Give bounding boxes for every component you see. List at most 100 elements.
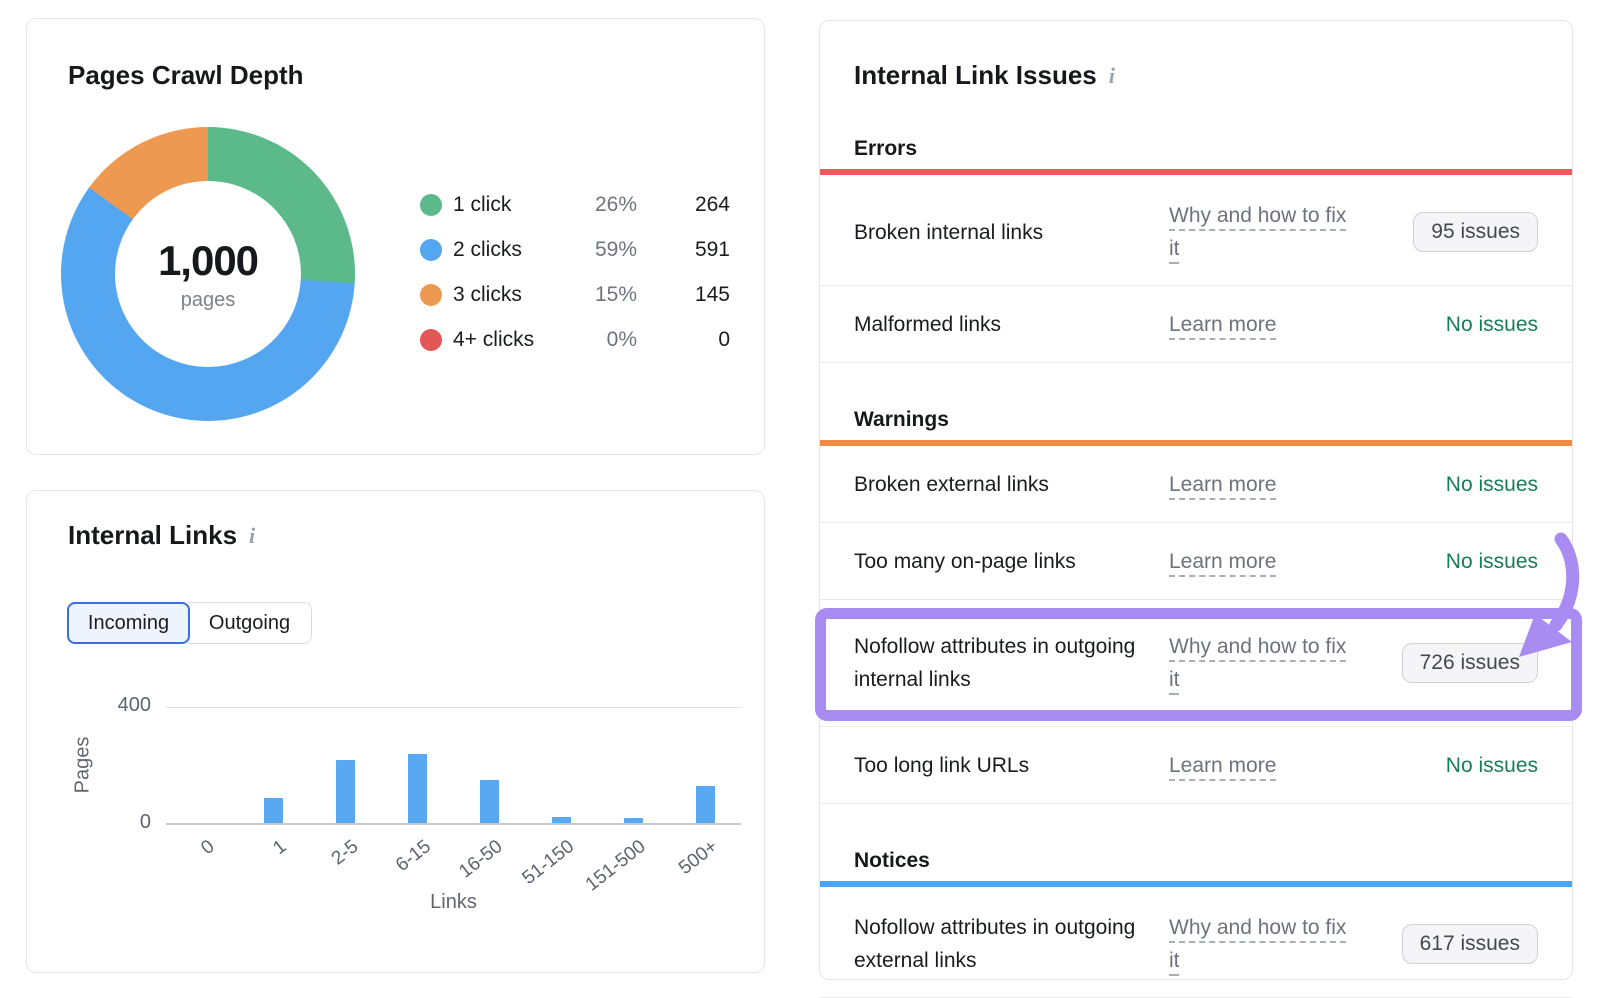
x-tick-500+: 500+ — [675, 836, 722, 879]
crawl-depth-donut-chart: 1,000 pages — [61, 127, 355, 421]
legend-percent: 26% — [594, 192, 637, 216]
bar-slot — [525, 707, 597, 824]
x-tick-151-500: 151-500 — [582, 836, 651, 896]
bar-16-50[interactable] — [479, 780, 499, 824]
legend-percent: 15% — [594, 282, 637, 306]
bar-slot — [238, 707, 310, 824]
tab-incoming[interactable]: Incoming — [67, 602, 190, 644]
issue-label: Malformed links — [854, 313, 1002, 336]
issue-label: Nofollow attributes in outgoing external… — [854, 916, 1136, 972]
legend-count: 264 — [694, 192, 730, 216]
bar-51-150[interactable] — [551, 817, 571, 824]
section-color-bar — [820, 169, 1572, 175]
donut-total-value: 1,000 — [157, 236, 259, 284]
why-and-how-to-fix-it-link[interactable]: Why and how to fix it — [1169, 635, 1347, 691]
why-and-how-to-fix-it-link[interactable]: Why and how to fix it — [1169, 204, 1347, 260]
issues-count-button[interactable]: 726 issues — [1401, 643, 1538, 683]
info-icon[interactable]: i — [1108, 63, 1115, 88]
legend-percent: 59% — [594, 237, 637, 261]
donut-total-label: pages — [180, 288, 236, 311]
internal-link-issues-card: Internal Link Issues i Errors Broken inte… — [815, 20, 1582, 998]
section-color-bar — [820, 440, 1572, 446]
bar-500+[interactable] — [695, 786, 715, 824]
legend-label: 3 clicks — [453, 282, 522, 306]
legend-color-dot — [420, 238, 442, 261]
bar-slot — [454, 707, 526, 824]
issues-rows: Errors Broken internal links Why and how… — [815, 137, 1582, 998]
x-axis-line — [166, 823, 741, 825]
legend-item: 2 clicks 59% 591 — [420, 227, 730, 272]
issue-label: Broken internal links — [854, 220, 1044, 244]
why-and-how-to-fix-it-link[interactable]: Why and how to fix it — [1169, 916, 1347, 972]
legend-percent: 0% — [606, 327, 637, 351]
legend-count: 145 — [694, 282, 730, 306]
status-no-issues: No issues — [1445, 472, 1538, 496]
internal-links-card: Internal Links i Incoming Outgoing 400 0 … — [26, 490, 765, 973]
x-tick-1: 1 — [269, 836, 291, 860]
section-color-bar — [820, 881, 1572, 887]
issue-label: Nofollow attributes in outgoing internal… — [854, 635, 1136, 691]
bar-6-15[interactable] — [408, 754, 428, 824]
status-no-issues: No issues — [1445, 312, 1538, 336]
legend-count: 591 — [694, 237, 730, 261]
y-axis-tick-0: 0 — [139, 811, 151, 833]
bar-slot — [310, 707, 382, 824]
legend-item: 3 clicks 15% 145 — [420, 272, 730, 317]
bar-slot — [382, 707, 454, 824]
learn-more-link[interactable]: Learn more — [1169, 473, 1277, 496]
tab-outgoing[interactable]: Outgoing — [188, 602, 312, 644]
y-axis-tick-400: 400 — [117, 694, 151, 716]
issue-row: Broken external links Learn more No issu… — [820, 446, 1572, 523]
card-title: Internal Link Issues — [854, 60, 1097, 90]
bars-container — [166, 707, 741, 824]
issues-count-button[interactable]: 95 issues — [1413, 212, 1538, 252]
x-tick-51-150: 51-150 — [518, 836, 579, 889]
x-axis-label: Links — [430, 891, 477, 913]
issue-row: Too many on-page links Learn more No iss… — [820, 523, 1572, 600]
x-tick-16-50: 16-50 — [455, 836, 507, 883]
section-header: Errors — [854, 137, 918, 160]
section-header: Warnings — [854, 408, 949, 431]
status-no-issues: No issues — [1445, 753, 1538, 777]
incoming-links-bar-chart — [166, 707, 741, 825]
bar-1[interactable] — [264, 798, 284, 824]
bar-151-500[interactable] — [623, 818, 643, 824]
y-axis-label: Pages — [71, 736, 94, 794]
legend-color-dot — [420, 283, 442, 306]
issue-row: Broken internal links Why and how to fix… — [820, 175, 1572, 286]
card-title: Internal Links — [68, 520, 238, 550]
x-tick-6-15: 6-15 — [391, 836, 435, 876]
bar-slot — [166, 707, 238, 824]
issue-label: Broken external links — [854, 473, 1049, 496]
bar-slot — [669, 707, 741, 824]
legend-label: 1 click — [453, 192, 512, 216]
learn-more-link[interactable]: Learn more — [1169, 754, 1277, 777]
incoming-outgoing-toggle: Incoming Outgoing — [67, 602, 312, 644]
issue-row: Nofollow attributes in outgoing internal… — [815, 532, 1582, 727]
status-no-issues: No issues — [1445, 549, 1538, 573]
section-header: Notices — [854, 849, 930, 872]
gridline-400 — [166, 707, 741, 708]
learn-more-link[interactable]: Learn more — [1169, 550, 1277, 573]
legend-color-dot — [420, 193, 442, 216]
legend: 1 click 26% 264 2 clicks 59% 591 3 click… — [420, 182, 730, 362]
card-title: Pages Crawl Depth — [68, 60, 304, 90]
issue-label: Too many on-page links — [854, 550, 1076, 573]
issue-row: Too long link URLs Learn more No issues — [820, 727, 1572, 804]
issue-row: Malformed links Learn more No issues — [820, 286, 1572, 363]
legend-item: 1 click 26% 264 — [420, 182, 730, 227]
legend-item: 4+ clicks 0% 0 — [420, 317, 730, 362]
bar-2-5[interactable] — [336, 760, 356, 824]
donut-center: 1,000 pages — [115, 181, 301, 367]
info-icon[interactable]: i — [249, 523, 256, 548]
pages-crawl-depth-card: Pages Crawl Depth 1,000 pages 1 click 26… — [26, 18, 765, 455]
issues-count-button[interactable]: 617 issues — [1401, 924, 1538, 964]
x-tick-2-5: 2-5 — [328, 836, 363, 870]
issue-label: Too long link URLs — [854, 754, 1030, 777]
legend-label: 4+ clicks — [453, 327, 535, 351]
legend-count: 0 — [718, 327, 730, 351]
learn-more-link[interactable]: Learn more — [1169, 313, 1277, 336]
issue-row: Nofollow attributes in outgoing external… — [820, 887, 1572, 998]
legend-label: 2 clicks — [453, 237, 522, 261]
bar-slot — [597, 707, 669, 824]
